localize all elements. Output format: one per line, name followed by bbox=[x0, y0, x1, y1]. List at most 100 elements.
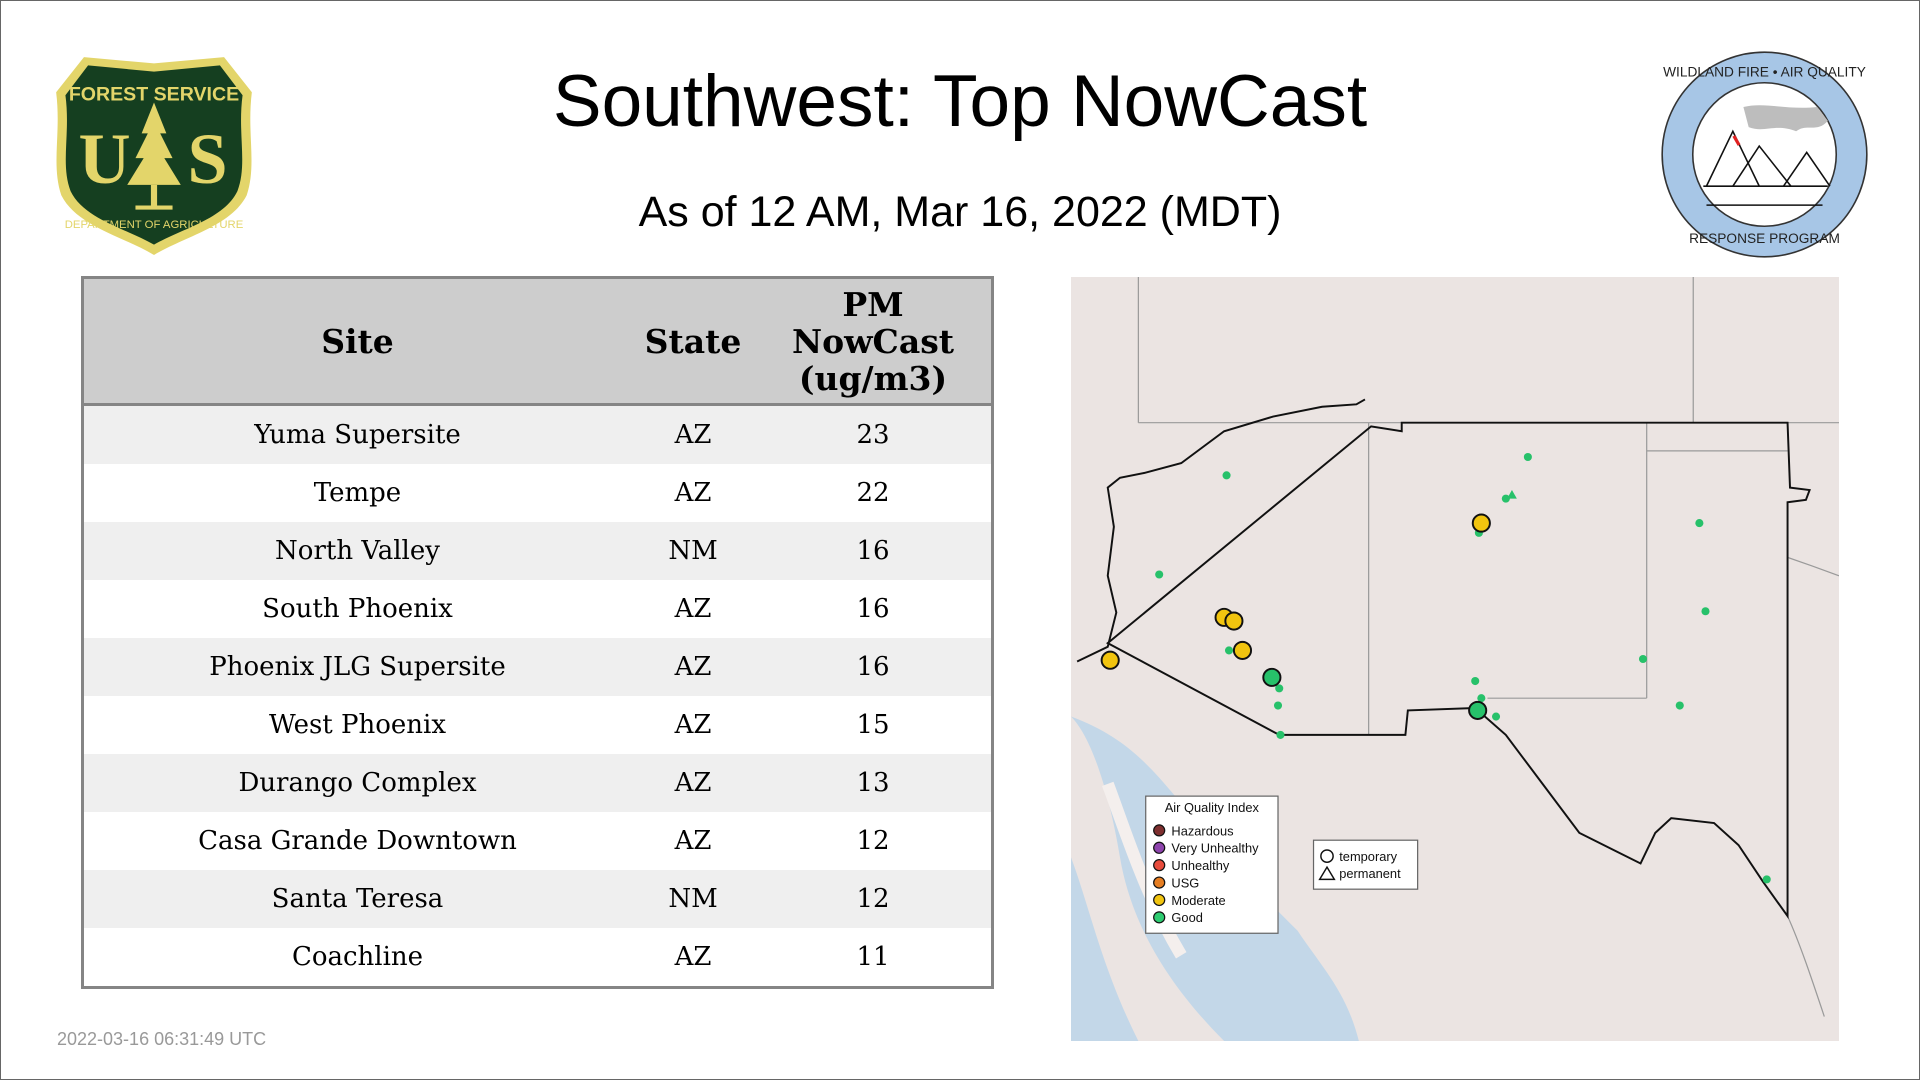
svg-text:RESPONSE PROGRAM: RESPONSE PROGRAM bbox=[1689, 231, 1840, 246]
column-header-state: State bbox=[631, 279, 755, 406]
site-cell: Tempe bbox=[313, 478, 402, 508]
site-marker-moderate[interactable] bbox=[1100, 650, 1120, 670]
site-marker-good[interactable] bbox=[1155, 570, 1164, 579]
pm-value-cell: 15 bbox=[856, 710, 890, 740]
aqi-legend-label: Hazardous bbox=[1171, 823, 1233, 838]
site-cell: Casa Grande Downtown bbox=[198, 826, 517, 856]
pm-value-cell: 23 bbox=[856, 420, 890, 450]
site-marker-good[interactable] bbox=[1468, 700, 1488, 720]
svg-text:U: U bbox=[79, 119, 131, 199]
aqi-swatch-hazardous bbox=[1153, 824, 1166, 837]
table-row: Tempe AZ 22 bbox=[84, 464, 991, 522]
aqi-legend-label: USG bbox=[1171, 875, 1199, 890]
page-title: Southwest: Top NowCast bbox=[552, 61, 1368, 142]
svg-text:DEPARTMENT OF AGRICULTURE: DEPARTMENT OF AGRICULTURE bbox=[65, 219, 244, 231]
table-row: Santa Teresa NM 12 bbox=[84, 870, 991, 928]
site-marker-good[interactable] bbox=[1638, 654, 1648, 664]
site-marker-good[interactable] bbox=[1224, 646, 1234, 655]
site-marker-good[interactable] bbox=[1675, 701, 1684, 710]
aqi-swatch-usg bbox=[1153, 876, 1166, 889]
aqi-legend: Air Quality Index Hazardous Very Unhealth… bbox=[1145, 795, 1279, 934]
pm-value-cell: 22 bbox=[856, 478, 890, 508]
pm-value-cell: 12 bbox=[856, 884, 890, 914]
pm-value-cell: 16 bbox=[856, 594, 890, 624]
pacific-ocean bbox=[1071, 857, 1139, 1041]
site-cell: Phoenix JLG Supersite bbox=[209, 652, 506, 682]
aqi-swatch-unhealthy bbox=[1153, 859, 1166, 872]
shape-legend: temporary permanent bbox=[1312, 839, 1419, 890]
site-marker-good[interactable] bbox=[1222, 471, 1231, 480]
svg-text:WILDLAND FIRE • AIR QUALITY: WILDLAND FIRE • AIR QUALITY bbox=[1663, 64, 1866, 79]
state-cell: NM bbox=[668, 536, 718, 566]
site-cell: Santa Teresa bbox=[271, 884, 444, 914]
state-cell: AZ bbox=[674, 594, 712, 624]
aqi-legend-label: Very Unhealthy bbox=[1171, 841, 1259, 856]
nowcast-table: Site State PM NowCast (ug/m3) Yuma Super… bbox=[81, 276, 994, 989]
table-row: Durango Complex AZ 13 bbox=[84, 754, 991, 812]
table-row: Casa Grande Downtown AZ 12 bbox=[84, 812, 991, 870]
triangle-icon bbox=[1318, 865, 1336, 881]
site-marker-good[interactable] bbox=[1762, 875, 1771, 884]
site-cell: North Valley bbox=[275, 536, 440, 566]
pm-header-line: NowCast bbox=[791, 321, 955, 361]
pm-value-cell: 16 bbox=[856, 536, 890, 566]
table-row: Yuma Supersite AZ 23 bbox=[84, 404, 991, 464]
forest-service-logo: FOREST SERVICE U S DEPARTMENT OF AGRICUL… bbox=[51, 51, 257, 257]
state-cell: AZ bbox=[674, 652, 712, 682]
site-marker-good[interactable] bbox=[1275, 684, 1284, 693]
aqi-legend-label: Moderate bbox=[1171, 893, 1225, 908]
table-row: Coachline AZ 11 bbox=[84, 928, 991, 986]
aqi-legend-label: Unhealthy bbox=[1171, 858, 1229, 873]
aqi-swatch-good bbox=[1153, 911, 1166, 924]
site-marker-good[interactable] bbox=[1501, 494, 1510, 503]
site-marker-moderate[interactable] bbox=[1471, 513, 1491, 533]
site-marker-good[interactable] bbox=[1273, 701, 1283, 710]
site-cell: South Phoenix bbox=[262, 594, 453, 624]
column-header-pm-nowcast: PM NowCast (ug/m3) bbox=[755, 279, 991, 406]
pm-value-cell: 11 bbox=[856, 942, 890, 972]
pm-header-line: (ug/m3) bbox=[798, 358, 948, 398]
svg-text:FOREST SERVICE: FOREST SERVICE bbox=[69, 83, 239, 105]
table-row: North Valley NM 16 bbox=[84, 522, 991, 580]
site-marker-good[interactable] bbox=[1695, 519, 1704, 528]
site-map: Air Quality Index Hazardous Very Unhealth… bbox=[1071, 277, 1839, 1041]
site-cell: Yuma Supersite bbox=[254, 420, 461, 450]
site-marker-good[interactable] bbox=[1523, 452, 1532, 462]
site-marker-permanent[interactable] bbox=[1507, 490, 1517, 499]
site-marker-moderate[interactable] bbox=[1224, 611, 1244, 631]
site-cell: Durango Complex bbox=[238, 768, 477, 798]
pm-header-line: PM bbox=[842, 284, 904, 324]
state-cell: AZ bbox=[674, 420, 712, 450]
table-row: Phoenix JLG Supersite AZ 16 bbox=[84, 638, 991, 696]
site-marker-good[interactable] bbox=[1701, 607, 1710, 616]
aqi-swatch-moderate bbox=[1153, 893, 1166, 907]
site-marker-good[interactable] bbox=[1471, 676, 1480, 686]
shape-legend-permanent: permanent bbox=[1339, 866, 1401, 881]
state-cell: NM bbox=[668, 884, 718, 914]
state-cell: AZ bbox=[674, 478, 712, 508]
timestamp: 2022-03-16 06:31:49 UTC bbox=[57, 1029, 267, 1049]
aqi-legend-title: Air Quality Index bbox=[1165, 800, 1260, 815]
state-cell: AZ bbox=[674, 710, 712, 740]
circle-icon bbox=[1320, 849, 1334, 863]
site-marker-good[interactable] bbox=[1262, 667, 1282, 687]
page-subtitle: As of 12 AM, Mar 16, 2022 (MDT) bbox=[638, 188, 1282, 236]
column-header-site: Site bbox=[84, 279, 631, 406]
site-marker-moderate[interactable] bbox=[1232, 640, 1253, 660]
wfaqrp-logo: WILDLAND FIRE • AIR QUALITY RESPONSE PRO… bbox=[1659, 49, 1870, 260]
table-row: West Phoenix AZ 15 bbox=[84, 696, 991, 754]
state-cell: AZ bbox=[674, 768, 712, 798]
site-marker-good[interactable] bbox=[1477, 694, 1486, 703]
site-cell: Coachline bbox=[291, 942, 424, 972]
aqi-swatch-very-unhealthy bbox=[1153, 841, 1166, 854]
site-marker-good[interactable] bbox=[1276, 730, 1285, 739]
state-cell: AZ bbox=[674, 826, 712, 856]
site-cell: West Phoenix bbox=[268, 710, 447, 740]
pm-value-cell: 12 bbox=[856, 826, 890, 856]
pm-value-cell: 13 bbox=[856, 768, 890, 798]
svg-text:S: S bbox=[188, 119, 228, 199]
table-row: South Phoenix AZ 16 bbox=[84, 580, 991, 638]
site-marker-good[interactable] bbox=[1491, 712, 1501, 721]
table-header-row: Site State PM NowCast (ug/m3) bbox=[84, 279, 991, 406]
pm-value-cell: 16 bbox=[856, 652, 890, 682]
